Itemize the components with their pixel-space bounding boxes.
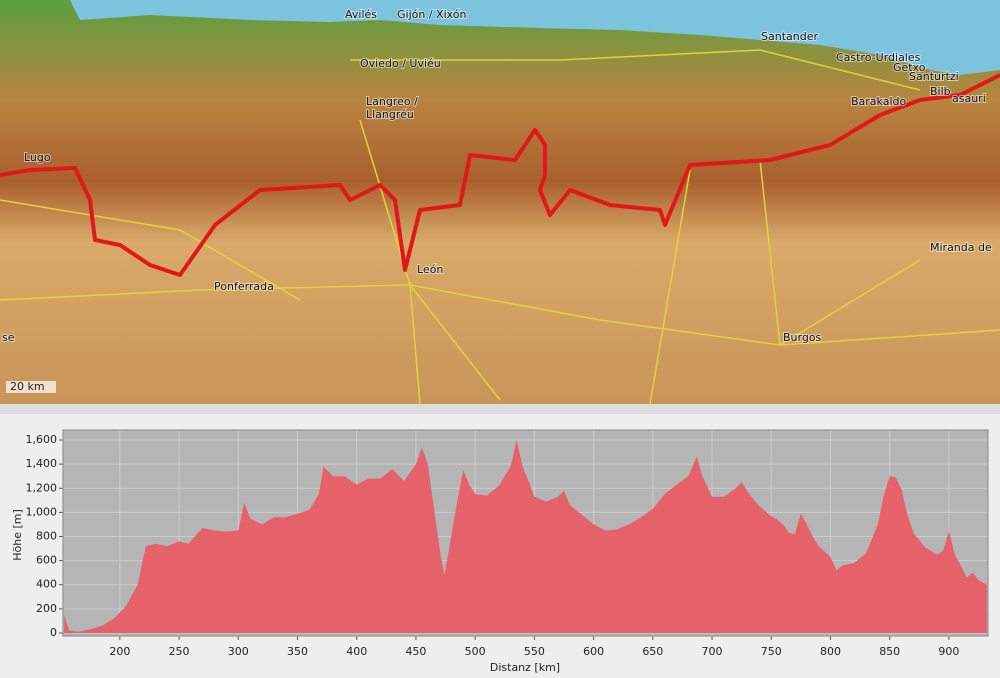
x-tick-label: 850 [879,645,900,658]
plot-border [62,429,989,637]
place-label: León [417,263,443,276]
x-tick-label: 200 [109,645,130,658]
y-tick-label: 800 [36,529,57,542]
place-label: Getxo [893,61,926,74]
x-tick-label: 400 [346,645,367,658]
place-label: Llangréu [366,108,414,121]
x-tick-label: 550 [524,645,545,658]
route [0,73,1000,277]
splitter[interactable] [0,404,1000,414]
x-tick-label: 700 [702,645,723,658]
place-label: Barakaldo [851,95,907,108]
place-label: asauri [952,92,986,105]
place-label: Avilés [345,8,377,21]
y-tick-label: 1,000 [26,505,58,518]
roads [0,49,1000,405]
scale-bar [6,381,56,393]
map[interactable]: 20 km Avilés Gijón / Xixón Oviedo / Uviéu L… [0,0,1000,405]
y-tick-label: 200 [36,602,57,615]
y-tick-label: 1,600 [26,433,58,446]
x-tick-label: 450 [405,645,426,658]
elevation-area [64,440,987,633]
place-label: Langreo / [366,95,418,108]
place-label: Santurtzi [909,70,959,83]
y-tick-label: 400 [36,578,57,591]
place-label: se [2,331,15,344]
y-tick-label: 1,200 [26,481,58,494]
place-label: Miranda de [930,241,992,254]
x-axis-title: Distanz [km] [490,661,560,674]
y-tick-label: 600 [36,554,57,567]
sea [70,0,1000,75]
y-tick-label: 1,400 [26,457,58,470]
place-label: Oviedo / Uviéu [360,57,441,70]
x-tick-label: 250 [169,645,190,658]
x-tick-label: 600 [583,645,604,658]
x-tick-label: 350 [287,645,308,658]
place-label: Santander [761,30,818,43]
scale-label: 20 km [10,380,45,393]
x-tick-label: 900 [938,645,959,658]
y-axis-title: Höhe [m] [11,509,24,561]
place-label: Burgos [783,331,822,344]
x-tick-label: 500 [465,645,486,658]
place-label: Lugo [24,151,51,164]
place-label: Ponferrada [214,280,274,293]
place-label: Bilb [930,85,951,98]
x-tick-label: 800 [820,645,841,658]
y-tick-label: 0 [50,626,57,639]
terrain [0,0,1000,404]
place-label: Castro-Urdiales [836,51,921,64]
x-tick-label: 750 [761,645,782,658]
x-tick-label: 650 [642,645,663,658]
place-label: Gijón / Xixón [397,8,467,21]
x-tick-label: 300 [228,645,249,658]
